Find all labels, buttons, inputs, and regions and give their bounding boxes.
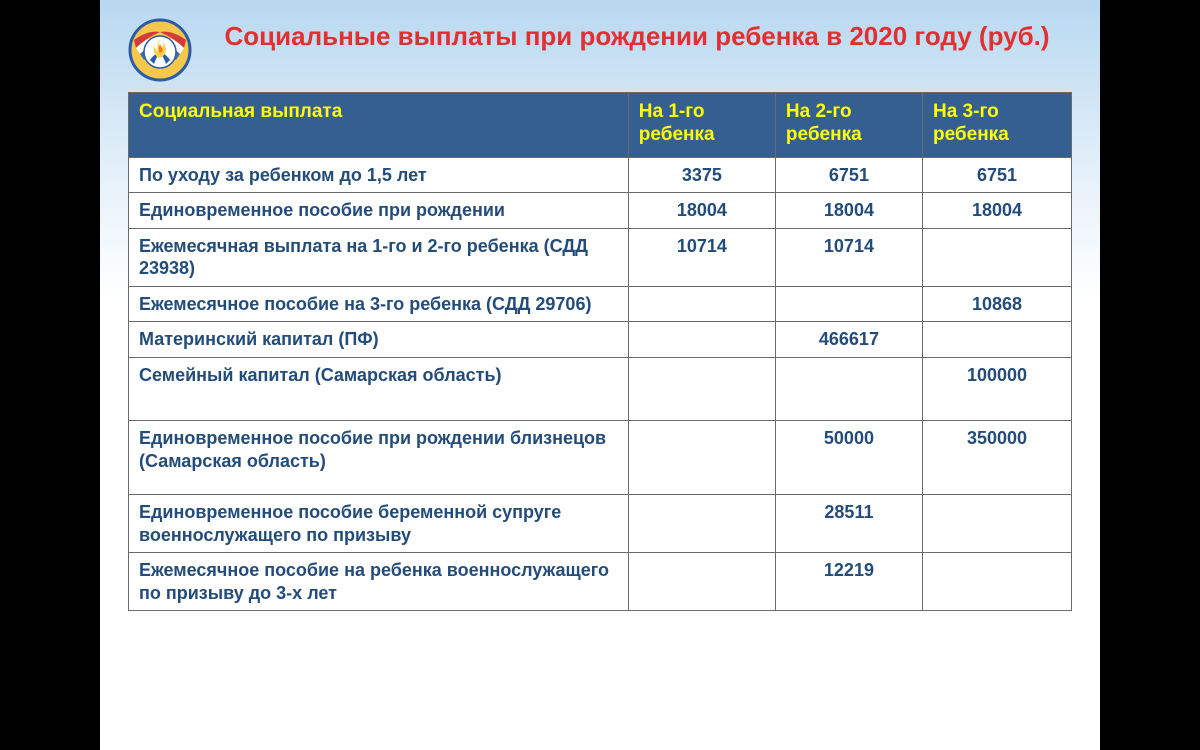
table-row: Единовременное пособие беременной супруг…	[129, 495, 1072, 553]
payment-value-child2: 50000	[775, 421, 922, 495]
payment-value-child3: 10868	[922, 286, 1071, 322]
slide-title: Социальные выплаты при рождении ребенка …	[202, 18, 1072, 53]
payment-value-child1: 3375	[628, 157, 775, 193]
payment-value-child2: 10714	[775, 228, 922, 286]
payments-table: Социальная выплата На 1-го ребенка На 2-…	[128, 92, 1072, 611]
payment-label: Ежемесячная выплата на 1-го и 2-го ребен…	[129, 228, 629, 286]
slide: Социальные выплаты при рождении ребенка …	[100, 0, 1100, 750]
payment-value-child2	[775, 357, 922, 421]
col-header-child2: На 2-го ребенка	[775, 93, 922, 158]
table-row: Единовременное пособие при рождении близ…	[129, 421, 1072, 495]
payment-value-child3	[922, 495, 1071, 553]
col-header-child1: На 1-го ребенка	[628, 93, 775, 158]
payment-value-child3: 350000	[922, 421, 1071, 495]
table-row: Материнский капитал (ПФ) 466617	[129, 322, 1072, 358]
payment-label: Единовременное пособие при рождении близ…	[129, 421, 629, 495]
header: Социальные выплаты при рождении ребенка …	[128, 18, 1072, 82]
payment-value-child1	[628, 357, 775, 421]
table-header-row: Социальная выплата На 1-го ребенка На 2-…	[129, 93, 1072, 158]
table-row: Ежемесячная выплата на 1-го и 2-го ребен…	[129, 228, 1072, 286]
payment-value-child3: 100000	[922, 357, 1071, 421]
payment-value-child2: 28511	[775, 495, 922, 553]
payment-value-child2: 466617	[775, 322, 922, 358]
col-header-payment: Социальная выплата	[129, 93, 629, 158]
table-row: Ежемесячное пособие на 3-го ребенка (СДД…	[129, 286, 1072, 322]
payment-value-child3	[922, 228, 1071, 286]
payment-value-child2: 6751	[775, 157, 922, 193]
payment-value-child1: 10714	[628, 228, 775, 286]
payment-value-child3	[922, 322, 1071, 358]
payment-value-child3: 18004	[922, 193, 1071, 229]
payment-label: По уходу за ребенком до 1,5 лет	[129, 157, 629, 193]
payment-value-child1: 18004	[628, 193, 775, 229]
payment-label: Материнский капитал (ПФ)	[129, 322, 629, 358]
payment-value-child1	[628, 322, 775, 358]
payment-label: Единовременное пособие беременной супруг…	[129, 495, 629, 553]
table-row: Ежемесячное пособие на ребенка военнослу…	[129, 553, 1072, 611]
payment-value-child2: 12219	[775, 553, 922, 611]
payment-value-child1	[628, 286, 775, 322]
payment-value-child1	[628, 495, 775, 553]
table-row: По уходу за ребенком до 1,5 лет337567516…	[129, 157, 1072, 193]
table-row: Семейный капитал (Самарская область) 1000…	[129, 357, 1072, 421]
payment-label: Ежемесячное пособие на ребенка военнослу…	[129, 553, 629, 611]
payment-value-child2: 18004	[775, 193, 922, 229]
payment-value-child1	[628, 553, 775, 611]
region-logo-icon	[128, 18, 192, 82]
payment-value-child3	[922, 553, 1071, 611]
payment-label: Единовременное пособие при рождении	[129, 193, 629, 229]
table-row: Единовременное пособие при рождении18004…	[129, 193, 1072, 229]
payment-label: Семейный капитал (Самарская область)	[129, 357, 629, 421]
col-header-child3: На 3-го ребенка	[922, 93, 1071, 158]
payment-value-child3: 6751	[922, 157, 1071, 193]
payment-value-child2	[775, 286, 922, 322]
payment-label: Ежемесячное пособие на 3-го ребенка (СДД…	[129, 286, 629, 322]
payment-value-child1	[628, 421, 775, 495]
